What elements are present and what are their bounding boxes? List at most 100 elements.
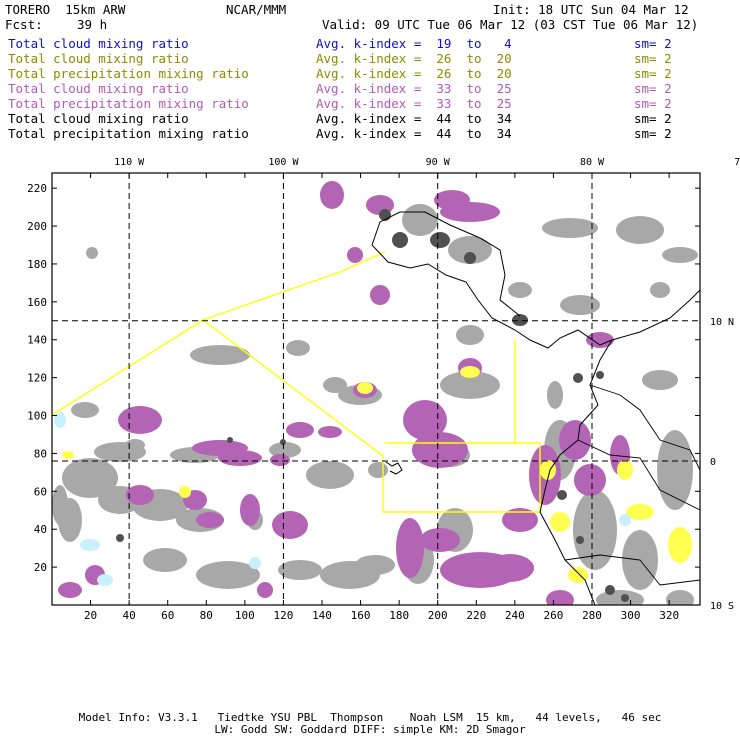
precip-area <box>440 202 500 222</box>
longitude-label: 110 W <box>114 157 145 168</box>
legend-field: Total cloud mixing ratio <box>8 81 189 96</box>
y-tick-label: 160 <box>27 296 47 309</box>
cloud-area <box>62 458 118 498</box>
precip-area <box>286 422 314 438</box>
precip-area <box>420 528 460 552</box>
precip-area <box>574 464 606 496</box>
cloud-area <box>657 430 693 510</box>
precip-area-yellow <box>540 460 556 480</box>
precip-area-yellow <box>668 527 692 563</box>
longitude-label: 70 W <box>734 157 740 168</box>
x-tick-label: 300 <box>621 609 641 622</box>
cloud-area <box>508 282 532 298</box>
y-tick-label: 40 <box>34 523 47 536</box>
precip-area <box>559 420 591 460</box>
cloud-area <box>650 282 670 298</box>
cloud-area <box>560 295 600 315</box>
cloud-core <box>280 439 286 445</box>
precip-area <box>586 332 614 348</box>
y-tick-label: 100 <box>27 410 47 423</box>
latitude-label: 10 S <box>710 601 734 612</box>
cloud-area <box>143 548 187 572</box>
legend-sm: sm= 2 <box>634 51 672 66</box>
cloud-area <box>306 461 354 489</box>
precip-area <box>218 450 262 466</box>
longitude-label: 100 W <box>268 157 299 168</box>
country-border <box>577 439 700 511</box>
x-tick-label: 240 <box>505 609 525 622</box>
precip-area <box>318 426 342 438</box>
model-info-line-2: LW: Godd SW: Goddard DIFF: simple KM: 2D… <box>214 723 526 736</box>
legend-field: Total cloud mixing ratio <box>8 51 189 66</box>
cloud-area <box>573 490 617 570</box>
cloud-area <box>71 402 99 418</box>
cloud-area <box>278 560 322 580</box>
cloud-core <box>464 252 476 264</box>
map-plot-area <box>52 181 700 605</box>
institution: NCAR/MMM <box>226 2 287 17</box>
cloud-area <box>542 218 598 238</box>
x-tick-label: 180 <box>389 609 409 622</box>
cloud-core <box>596 371 604 379</box>
cloud-area <box>86 247 98 259</box>
precip-area-yellow <box>357 382 373 394</box>
precip-area <box>502 508 538 532</box>
precip-area <box>546 590 574 605</box>
legend-field: Total precipitation mixing ratio <box>8 96 249 111</box>
precip-area <box>396 518 424 578</box>
cloud-area <box>269 442 301 458</box>
coastline <box>611 289 700 341</box>
precip-area-yellow <box>460 366 480 378</box>
precip-area <box>240 494 260 526</box>
cloud-area <box>666 590 694 605</box>
cloud-area <box>456 325 484 345</box>
cloud-core <box>605 585 615 595</box>
cloud-area-light <box>97 574 113 586</box>
latitude-label: 0 <box>710 457 716 468</box>
x-tick-label: 260 <box>543 609 563 622</box>
y-tick-label: 120 <box>27 372 47 385</box>
cloud-area <box>125 439 145 451</box>
model-name: TORERO 15km ARW <box>5 2 126 17</box>
x-tick-label: 20 <box>84 609 97 622</box>
precip-area-yellow <box>550 512 570 532</box>
legend-sm: sm= 2 <box>634 111 672 126</box>
x-tick-label: 320 <box>659 609 679 622</box>
fcst-hours: 39 h <box>77 17 108 32</box>
precip-area <box>270 454 290 466</box>
precip-area <box>412 432 468 468</box>
cloud-area <box>323 377 347 393</box>
longitude-label: 90 W <box>426 157 451 168</box>
legend-field: Total cloud mixing ratio <box>8 36 189 51</box>
y-tick-label: 200 <box>27 220 47 233</box>
precip-area-yellow <box>568 567 588 583</box>
cloud-area <box>616 216 664 244</box>
cloud-core <box>227 437 233 443</box>
cloud-area <box>547 381 563 409</box>
legend-field: Total precipitation mixing ratio <box>8 126 249 141</box>
legend-sm: sm= 2 <box>634 81 672 96</box>
cloud-core <box>116 534 124 542</box>
legend-field: Total precipitation mixing ratio <box>8 66 249 81</box>
legend-sm: sm= 2 <box>634 36 672 51</box>
cloud-area-light <box>80 539 100 551</box>
precip-area <box>257 582 273 598</box>
legend-sm: sm= 2 <box>634 126 672 141</box>
y-tick-label: 20 <box>34 561 47 574</box>
map-frame <box>51 172 701 606</box>
cloud-area <box>368 462 388 478</box>
precip-area <box>403 400 447 440</box>
y-tick-label: 140 <box>27 334 47 347</box>
legend-kindex: Avg. k-index = 26 to 20 <box>316 66 512 81</box>
cloud-area <box>662 247 698 263</box>
legend-kindex: Avg. k-index = 44 to 34 <box>316 111 512 126</box>
cloud-area <box>596 590 644 605</box>
precip-area <box>272 511 308 539</box>
precip-area <box>58 582 82 598</box>
country-border <box>564 554 700 586</box>
cloud-area-light <box>249 557 261 569</box>
legend-kindex: Avg. k-index = 19 to 4 <box>316 36 512 51</box>
legend-kindex: Avg. k-index = 33 to 25 <box>316 96 512 111</box>
precip-area <box>320 181 344 209</box>
cloud-core <box>573 373 583 383</box>
